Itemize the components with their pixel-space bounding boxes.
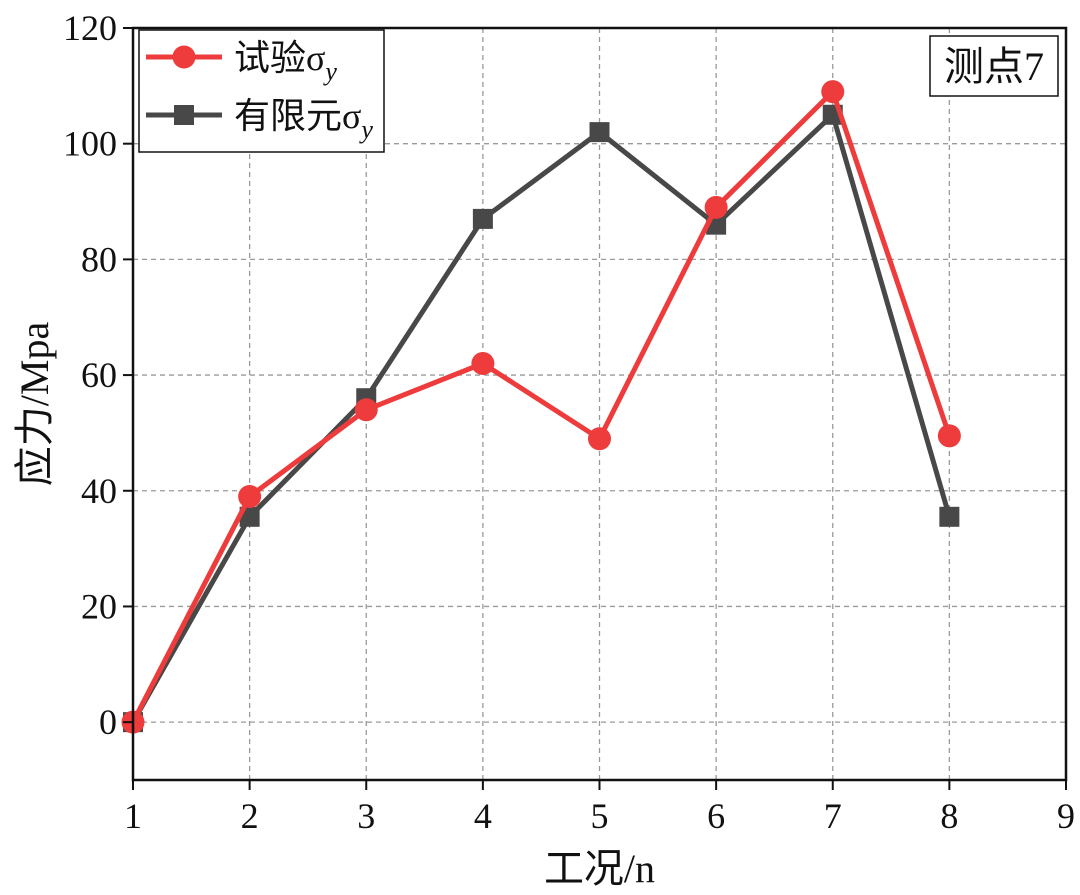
legend-item-1: 有限元σy xyxy=(146,96,373,144)
data-point xyxy=(239,506,260,527)
series-line xyxy=(130,89,952,724)
x-tick-label: 5 xyxy=(591,796,609,836)
axis-ticks: 1 2 3 4 5 6 7 8 9 0 20 40 60 80 100 120 xyxy=(63,8,1075,836)
x-tick-label: 4 xyxy=(474,796,492,836)
legend-label-main: 有限元σ xyxy=(234,96,361,136)
x-tick-label: 1 xyxy=(124,796,142,836)
data-point xyxy=(821,80,845,104)
data-point xyxy=(937,424,961,448)
annotation-box xyxy=(929,35,1059,97)
x-tick-label: 3 xyxy=(357,796,375,836)
y-tick-label: 20 xyxy=(81,586,117,626)
series-1 xyxy=(123,104,960,733)
y-tick-label: 100 xyxy=(63,124,117,164)
x-tick-label: 2 xyxy=(241,796,259,836)
legend-item-0: 试验σy xyxy=(146,38,337,86)
y-tick-label: 40 xyxy=(81,471,117,511)
legend-label-main: 试验σ xyxy=(234,38,325,78)
data-point xyxy=(704,195,728,219)
annotation-label: 测点7 xyxy=(944,44,1044,89)
legend-marker xyxy=(174,105,194,125)
x-tick-label: 8 xyxy=(940,796,958,836)
data-point xyxy=(589,122,610,143)
y-axis-title: 应力/Mpa xyxy=(12,322,57,487)
y-tick-label: 80 xyxy=(81,239,117,279)
legend-label-subscript: y xyxy=(358,115,373,144)
y-tick-label: 0 xyxy=(99,702,117,742)
data-point xyxy=(588,427,611,451)
data-point xyxy=(939,506,960,527)
data-point xyxy=(472,208,493,229)
series-line xyxy=(130,112,952,724)
data-point xyxy=(471,352,495,376)
series-layer xyxy=(121,80,961,734)
legend-label: 试验σy xyxy=(234,38,337,86)
x-tick-label: 7 xyxy=(824,796,842,836)
x-tick-label: 6 xyxy=(707,796,725,836)
y-tick-label: 60 xyxy=(81,355,117,395)
legend-label: 有限元σy xyxy=(234,96,373,144)
legend-marker xyxy=(172,45,196,69)
measure-point-annotation: 测点7 xyxy=(929,35,1059,97)
data-point xyxy=(354,398,378,422)
y-tick-label: 120 xyxy=(63,8,117,48)
legend-label-subscript: y xyxy=(322,57,337,86)
x-axis-title: 工况/n xyxy=(544,846,655,891)
data-point xyxy=(238,485,262,509)
x-tick-label: 9 xyxy=(1057,796,1075,836)
